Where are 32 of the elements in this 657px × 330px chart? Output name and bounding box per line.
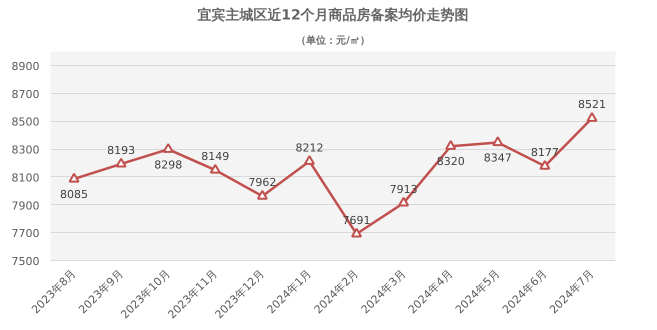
point <box>539 160 550 170</box>
data-label: 8149 <box>201 150 230 164</box>
data-label: 8347 <box>484 151 512 164</box>
y-tick-label: 8700 <box>12 88 40 101</box>
data-label: 8193 <box>107 144 136 157</box>
y-tick-label: 7700 <box>12 227 40 240</box>
y-tick-label: 7900 <box>12 199 40 212</box>
point <box>586 112 598 122</box>
point <box>116 158 127 168</box>
y-tick-label: 8500 <box>12 116 40 129</box>
point <box>445 140 456 150</box>
data-label: 8177 <box>530 146 559 160</box>
point <box>162 143 174 153</box>
data-label: 7962 <box>248 176 276 190</box>
chart-subtitle: （单位：元/㎡） <box>296 34 370 46</box>
y-tick-label: 8900 <box>12 60 40 73</box>
y-tick-label: 8100 <box>12 171 40 184</box>
y-tick-label: 8300 <box>12 144 40 157</box>
point <box>210 164 221 174</box>
chart-title: 宜宾主城区近12个月商品房备案均价走势图 <box>197 6 469 24</box>
point <box>68 172 80 183</box>
data-label: 8320 <box>436 155 465 168</box>
data-label: 8212 <box>295 141 324 154</box>
data-label: 8298 <box>154 158 182 172</box>
y-tick-label: 7500 <box>12 255 40 268</box>
data-label: 8521 <box>578 98 606 112</box>
point <box>351 228 362 238</box>
data-label: 8085 <box>60 188 88 201</box>
point <box>398 196 410 207</box>
point <box>304 155 315 165</box>
point <box>492 136 504 146</box>
point <box>256 190 268 200</box>
